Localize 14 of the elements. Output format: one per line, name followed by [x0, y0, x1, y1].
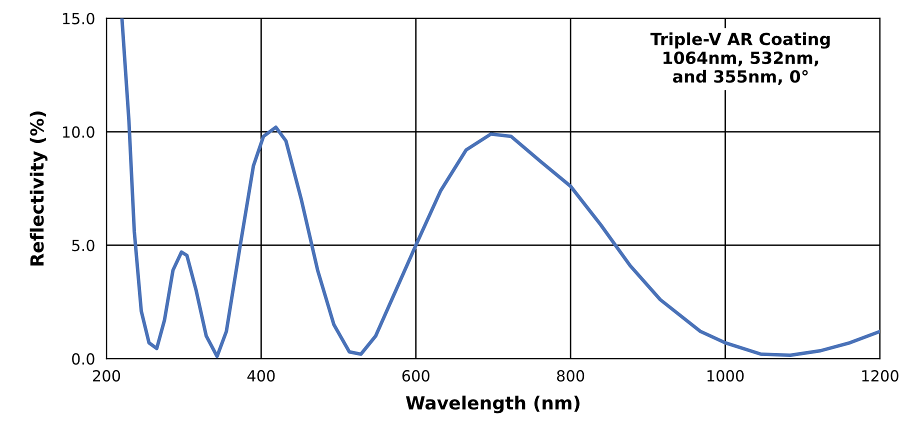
- annotation: Triple-V AR Coating 1064nm, 532nm, and 355nm, 0°: [650, 32, 830, 85]
- x-axis-title: Wavelength (nm): [406, 396, 580, 414]
- y-tick-label: 15.0: [63, 12, 94, 24]
- y-tick-label: 0.0: [72, 353, 94, 365]
- x-tick-label: 200: [93, 370, 120, 382]
- x-tick-label: 800: [557, 370, 584, 382]
- x-tick-label: 1200: [862, 370, 898, 382]
- y-axis-title: Reflectivity (%): [30, 111, 48, 266]
- line-series: [120, 18, 880, 358]
- y-tick-label: 5.0: [72, 240, 94, 252]
- x-tick-label: 1000: [708, 370, 744, 382]
- x-tick-label: 400: [247, 370, 275, 382]
- y-tick-label: 10.0: [63, 126, 94, 138]
- x-tick-label: 600: [402, 370, 430, 382]
